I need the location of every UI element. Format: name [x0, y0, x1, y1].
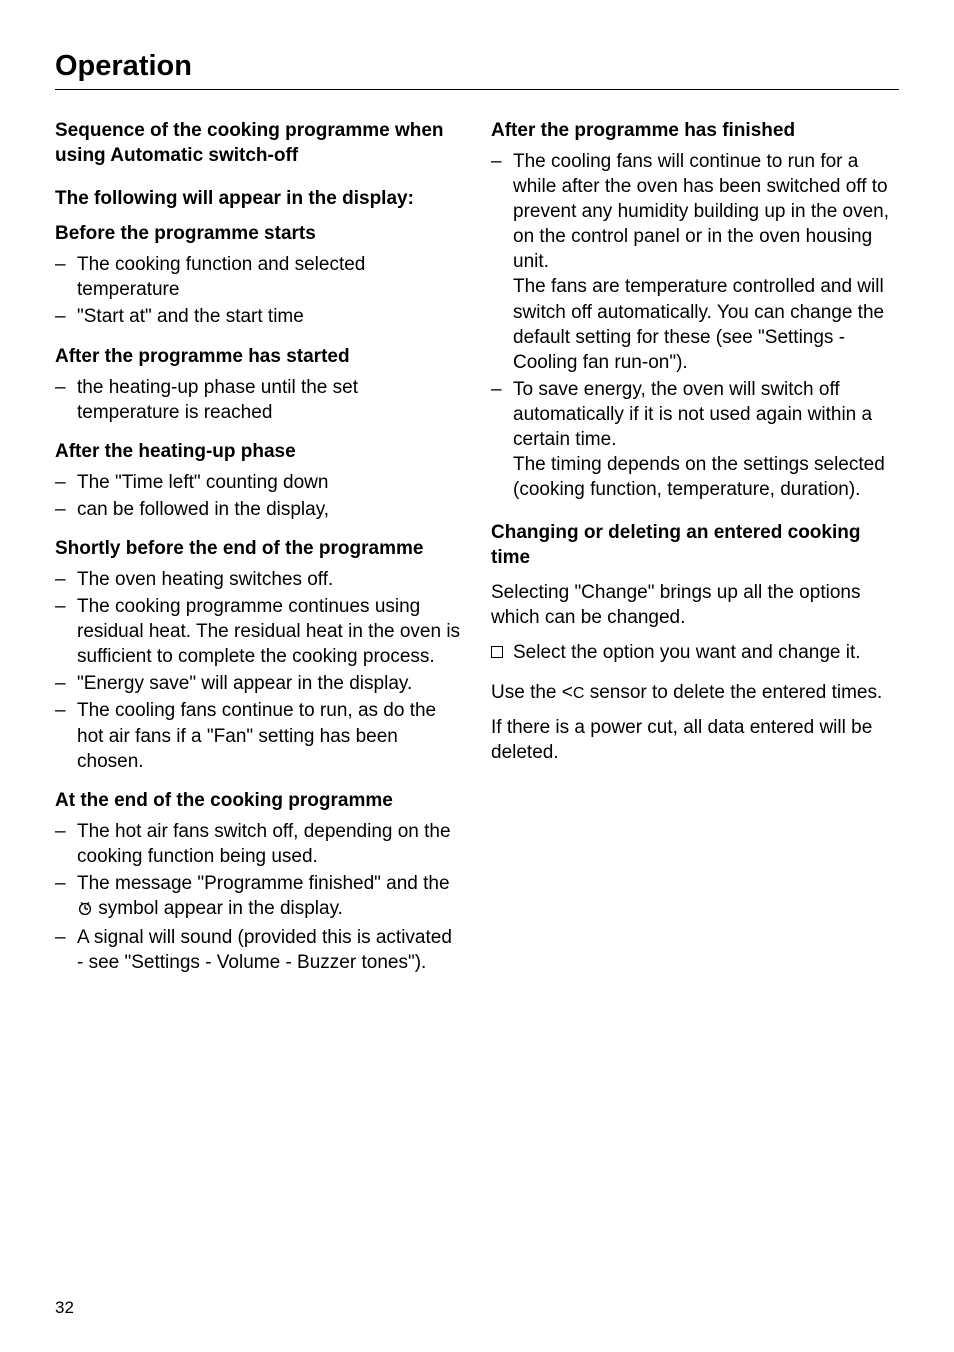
columns: Sequence of the cooking programme when u… [55, 118, 899, 989]
right-column: After the programme has finished The coo… [491, 118, 899, 989]
heading-shortly-before-end: Shortly before the end of the programme [55, 536, 463, 561]
clock-icon [77, 898, 93, 923]
text-post: sensor to delete the entered times. [584, 682, 882, 703]
left-heading-display: The following will appear in the display… [55, 186, 463, 211]
list-after-heating: The "Time left" counting down can be fol… [55, 470, 463, 522]
list-item: Select the option you want and change it… [491, 640, 899, 665]
list-item: The message "Programme finished" and the… [55, 871, 463, 923]
text-pre: Use the [491, 682, 562, 703]
list-item: The "Time left" counting down [55, 470, 463, 495]
list-shortly-before-end: The oven heating switches off. The cooki… [55, 567, 463, 774]
list-at-end: The hot air fans switch off, depending o… [55, 819, 463, 975]
heading-after-finished: After the programme has finished [491, 118, 899, 143]
list-after-started: the heating-up phase until the set tempe… [55, 375, 463, 425]
list-item: The hot air fans switch off, depending o… [55, 819, 463, 869]
sensor-c-label: C [573, 685, 585, 702]
page-number: 32 [55, 1298, 74, 1318]
list-item: The cooling fans will continue to run fo… [491, 149, 899, 375]
list-item: The oven heating switches off. [55, 567, 463, 592]
list-item: A signal will sound (provided this is ac… [55, 925, 463, 975]
list-item: To save energy, the oven will switch off… [491, 377, 899, 502]
para-power-cut: If there is a power cut, all data entere… [491, 715, 899, 765]
list-item: "Start at" and the start time [55, 304, 463, 329]
heading-after-heating: After the heating-up phase [55, 439, 463, 464]
heading-at-end: At the end of the cooking programme [55, 788, 463, 813]
list-select-option: Select the option you want and change it… [491, 640, 899, 665]
back-sensor-symbol: <C [562, 682, 585, 703]
page-title: Operation [55, 50, 899, 90]
list-item: can be followed in the display, [55, 497, 463, 522]
list-item: "Energy save" will appear in the display… [55, 671, 463, 696]
list-item: The cooking function and selected temper… [55, 252, 463, 302]
list-item: The cooking programme continues using re… [55, 594, 463, 669]
heading-before-start: Before the programme starts [55, 221, 463, 246]
text-post: symbol appear in the display. [93, 898, 343, 919]
heading-changing-deleting: Changing or deleting an entered cooking … [491, 520, 899, 570]
list-after-finished: The cooling fans will continue to run fo… [491, 149, 899, 502]
text-pre: The message "Programme finished" and the [77, 873, 450, 894]
para-selecting-change: Selecting "Change" brings up all the opt… [491, 580, 899, 630]
list-item: the heating-up phase until the set tempe… [55, 375, 463, 425]
list-before-start: The cooking function and selected temper… [55, 252, 463, 329]
left-column: Sequence of the cooking programme when u… [55, 118, 463, 989]
list-item: The cooling fans continue to run, as do … [55, 698, 463, 773]
left-heading-sequence: Sequence of the cooking programme when u… [55, 118, 463, 168]
heading-after-started: After the programme has started [55, 344, 463, 369]
para-use-sensor: Use the <C sensor to delete the entered … [491, 680, 899, 705]
